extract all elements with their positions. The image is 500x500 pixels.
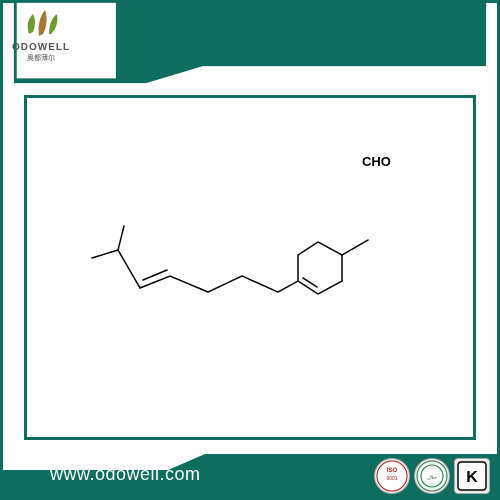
svg-text:حلال: حلال <box>427 475 437 481</box>
svg-text:ISO: ISO <box>387 468 398 474</box>
svg-text:9001: 9001 <box>386 476 397 482</box>
iso-icon: ISO 9001 <box>376 460 408 492</box>
badge-halal: حلال <box>414 458 450 494</box>
brand-logo: ODOWELL 奥都薄尔 <box>12 8 70 63</box>
kosher-icon: K <box>456 460 488 492</box>
leaves-icon <box>19 8 63 40</box>
side-chain <box>140 276 298 292</box>
ring-hexagon <box>298 242 342 294</box>
badge-iso: ISO 9001 <box>374 458 410 494</box>
leaf-mid <box>39 10 47 36</box>
cho-label: CHO <box>362 154 391 169</box>
molecule-diagram <box>60 188 440 348</box>
website-url: www.odowell.com <box>50 464 201 485</box>
leaf-left <box>28 14 35 34</box>
badge-kosher: K <box>454 458 490 494</box>
chain-branch-a <box>92 250 118 258</box>
certification-badges: ISO 9001 حلال K <box>374 458 490 494</box>
halal-icon: حلال <box>416 460 448 492</box>
content-frame: CHO <box>24 95 476 440</box>
svg-text:K: K <box>466 469 478 486</box>
cho-bond <box>342 240 368 255</box>
brand-name: ODOWELL <box>12 42 70 53</box>
brand-subtitle: 奥都薄尔 <box>27 53 55 63</box>
header-bg <box>0 0 500 85</box>
leaf-right <box>49 14 57 34</box>
chain-branch-b <box>118 226 124 250</box>
chain-end1 <box>118 250 140 288</box>
